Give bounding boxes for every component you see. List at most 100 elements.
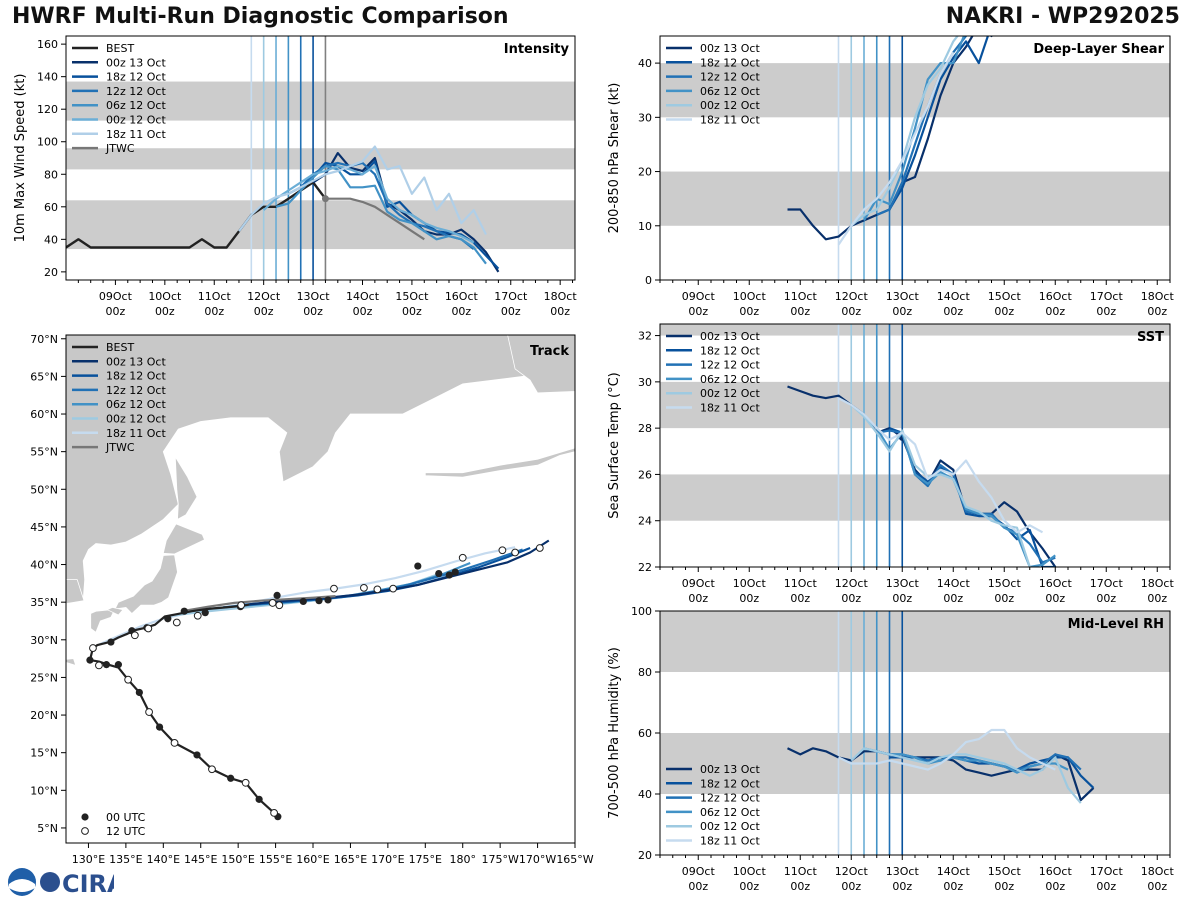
rh-series-line — [838, 728, 1056, 771]
shear-series-line — [837, 51, 955, 246]
intensity-ytick-label: 140 — [37, 71, 58, 84]
intensity-series-line — [275, 165, 487, 265]
shear-xtick-label: 18Oct — [1141, 290, 1175, 303]
rh-band — [660, 611, 1170, 672]
track-lon-label: 155°E — [259, 853, 292, 866]
track-legend-label: 12z 12 Oct — [106, 384, 166, 397]
intensity-band — [66, 81, 575, 121]
track-lon-label: 170°E — [371, 853, 404, 866]
track-lon-label: 165°W — [556, 853, 593, 866]
rh-xtick-label: 00z — [1096, 880, 1116, 893]
sst-xtick-label: 00z — [1147, 592, 1167, 605]
track-land-polygon — [90, 554, 178, 633]
intensity-jtwc-marker — [321, 195, 329, 203]
intensity-xtick-label: 00z — [303, 305, 323, 318]
track-lat-label: 20°N — [30, 709, 58, 722]
rh-series-group — [787, 728, 1095, 804]
rh-xtick-label: 00z — [790, 880, 810, 893]
cira-logo-text: CIRA — [62, 870, 114, 898]
shear-xtick-label: 11Oct — [784, 290, 818, 303]
rh-legend-label: 06z 12 Oct — [700, 806, 760, 819]
track-lon-label: 160°E — [296, 853, 329, 866]
track-marker-00utc — [315, 597, 323, 605]
track-marker-12utc — [144, 624, 153, 633]
intensity-xtick-label: 18Oct — [544, 290, 578, 303]
sst-xtick-label: 11Oct — [784, 577, 818, 590]
shear-xtick-label: 00z — [892, 305, 912, 318]
shear-xtick-label: 16Oct — [1039, 290, 1073, 303]
intensity-xtick-label: 00z — [451, 305, 471, 318]
intensity-panel: 20 40 60 80 100 120 140 160 09Oct 00z 10Oct 00z 11Oc… — [13, 35, 578, 318]
sst-xtick-label: 00z — [1096, 592, 1116, 605]
rh-title: Mid-Level RH — [1068, 617, 1164, 632]
shear-ytick-label: 20 — [638, 166, 652, 179]
track-marker-12utc — [389, 584, 398, 593]
track-line — [181, 595, 336, 613]
shear-xtick-label: 09Oct — [682, 290, 716, 303]
rh-xtick-label: 00z — [688, 880, 708, 893]
intensity-ytick-label: 160 — [37, 38, 58, 51]
noaa-logo-wave — [9, 879, 35, 892]
shear-xtick-label: 00z — [688, 305, 708, 318]
intensity-xtick-label: 00z — [353, 305, 373, 318]
track-marker-12utc — [241, 778, 250, 787]
shear-legend-label: 18z 12 Oct — [700, 56, 760, 69]
track-marker-12utc — [360, 583, 368, 592]
intensity-legend-label: 00z 13 Oct — [106, 56, 166, 69]
shear-xtick-label: 00z — [790, 305, 810, 318]
intensity-title: Intensity — [504, 42, 570, 57]
sst-series-line — [850, 404, 1031, 567]
track-marker-00utc — [114, 661, 122, 669]
intensity-frame — [65, 35, 576, 281]
rh-legend-label: 18z 12 Oct — [700, 777, 760, 790]
track-lat-label: 35°N — [30, 596, 58, 609]
rh-ytick-label: 40 — [638, 788, 652, 801]
track-marker-12utc — [535, 544, 544, 552]
track-marker-12utc — [193, 611, 202, 620]
track-lat-label: 45°N — [30, 521, 58, 534]
rh-xtick-label: 00z — [841, 880, 861, 893]
shear-band — [660, 63, 1170, 118]
intensity-band — [66, 148, 575, 170]
sst-band — [660, 474, 1170, 521]
rh-ylabel: 700-500 hPa Humidity (%) — [607, 647, 622, 819]
intensity-legend-label: 06z 12 Oct — [106, 99, 166, 112]
sst-xtick-label: 13Oct — [886, 577, 920, 590]
track-lat-label: 60°N — [30, 408, 58, 421]
sst-legend-label: 00z 12 Oct — [700, 387, 760, 400]
shear-band — [660, 171, 1170, 226]
noaa-cira-logo: CIRA — [8, 868, 114, 898]
rh-xtick-label: 16Oct — [1039, 865, 1073, 878]
intensity-xtick-label: 17Oct — [494, 290, 528, 303]
track-land-polygon — [424, 447, 575, 478]
track-marker-00utc — [255, 795, 263, 803]
sst-xtick-label: 00z — [841, 592, 861, 605]
track-lat-label: 70°N — [30, 333, 58, 346]
rh-xtick-label: 00z — [1045, 880, 1065, 893]
sst-xtick-label: 15Oct — [988, 577, 1022, 590]
track-marker-12utc — [89, 644, 97, 652]
intensity-ytick-label: 100 — [37, 136, 58, 149]
shear-panel: 0 10 20 30 40 09Oct 00z 10Oct 00z 11Oct 00z 12Oct 00… — [607, 35, 1175, 318]
track-land-polygon — [66, 579, 85, 605]
track-marker-12utc — [511, 548, 520, 557]
track-marker-12utc — [95, 661, 103, 670]
shear-xtick-label: 10Oct — [733, 290, 767, 303]
track-marker-12utc — [208, 765, 216, 774]
track-marker-12utc — [170, 739, 179, 747]
intensity-xtick-label: 00z — [402, 305, 422, 318]
intensity-xtick-label: 00z — [254, 305, 274, 318]
track-title: Track — [530, 344, 569, 359]
rh-band — [660, 733, 1170, 794]
shear-xtick-label: 00z — [1096, 305, 1116, 318]
track-marker-00utc — [107, 638, 115, 646]
track-marker-00utc — [155, 723, 164, 731]
track-marker-00utc — [435, 569, 443, 578]
shear-xtick-label: 12Oct — [835, 290, 869, 303]
rh-ytick-label: 100 — [631, 605, 652, 618]
shear-title: Deep-Layer Shear — [1033, 42, 1164, 57]
track-legend-label: 18z 11 Oct — [106, 427, 166, 440]
track-frame — [65, 334, 576, 844]
intensity-series-line — [287, 161, 475, 250]
sst-xtick-label: 00z — [1045, 592, 1065, 605]
